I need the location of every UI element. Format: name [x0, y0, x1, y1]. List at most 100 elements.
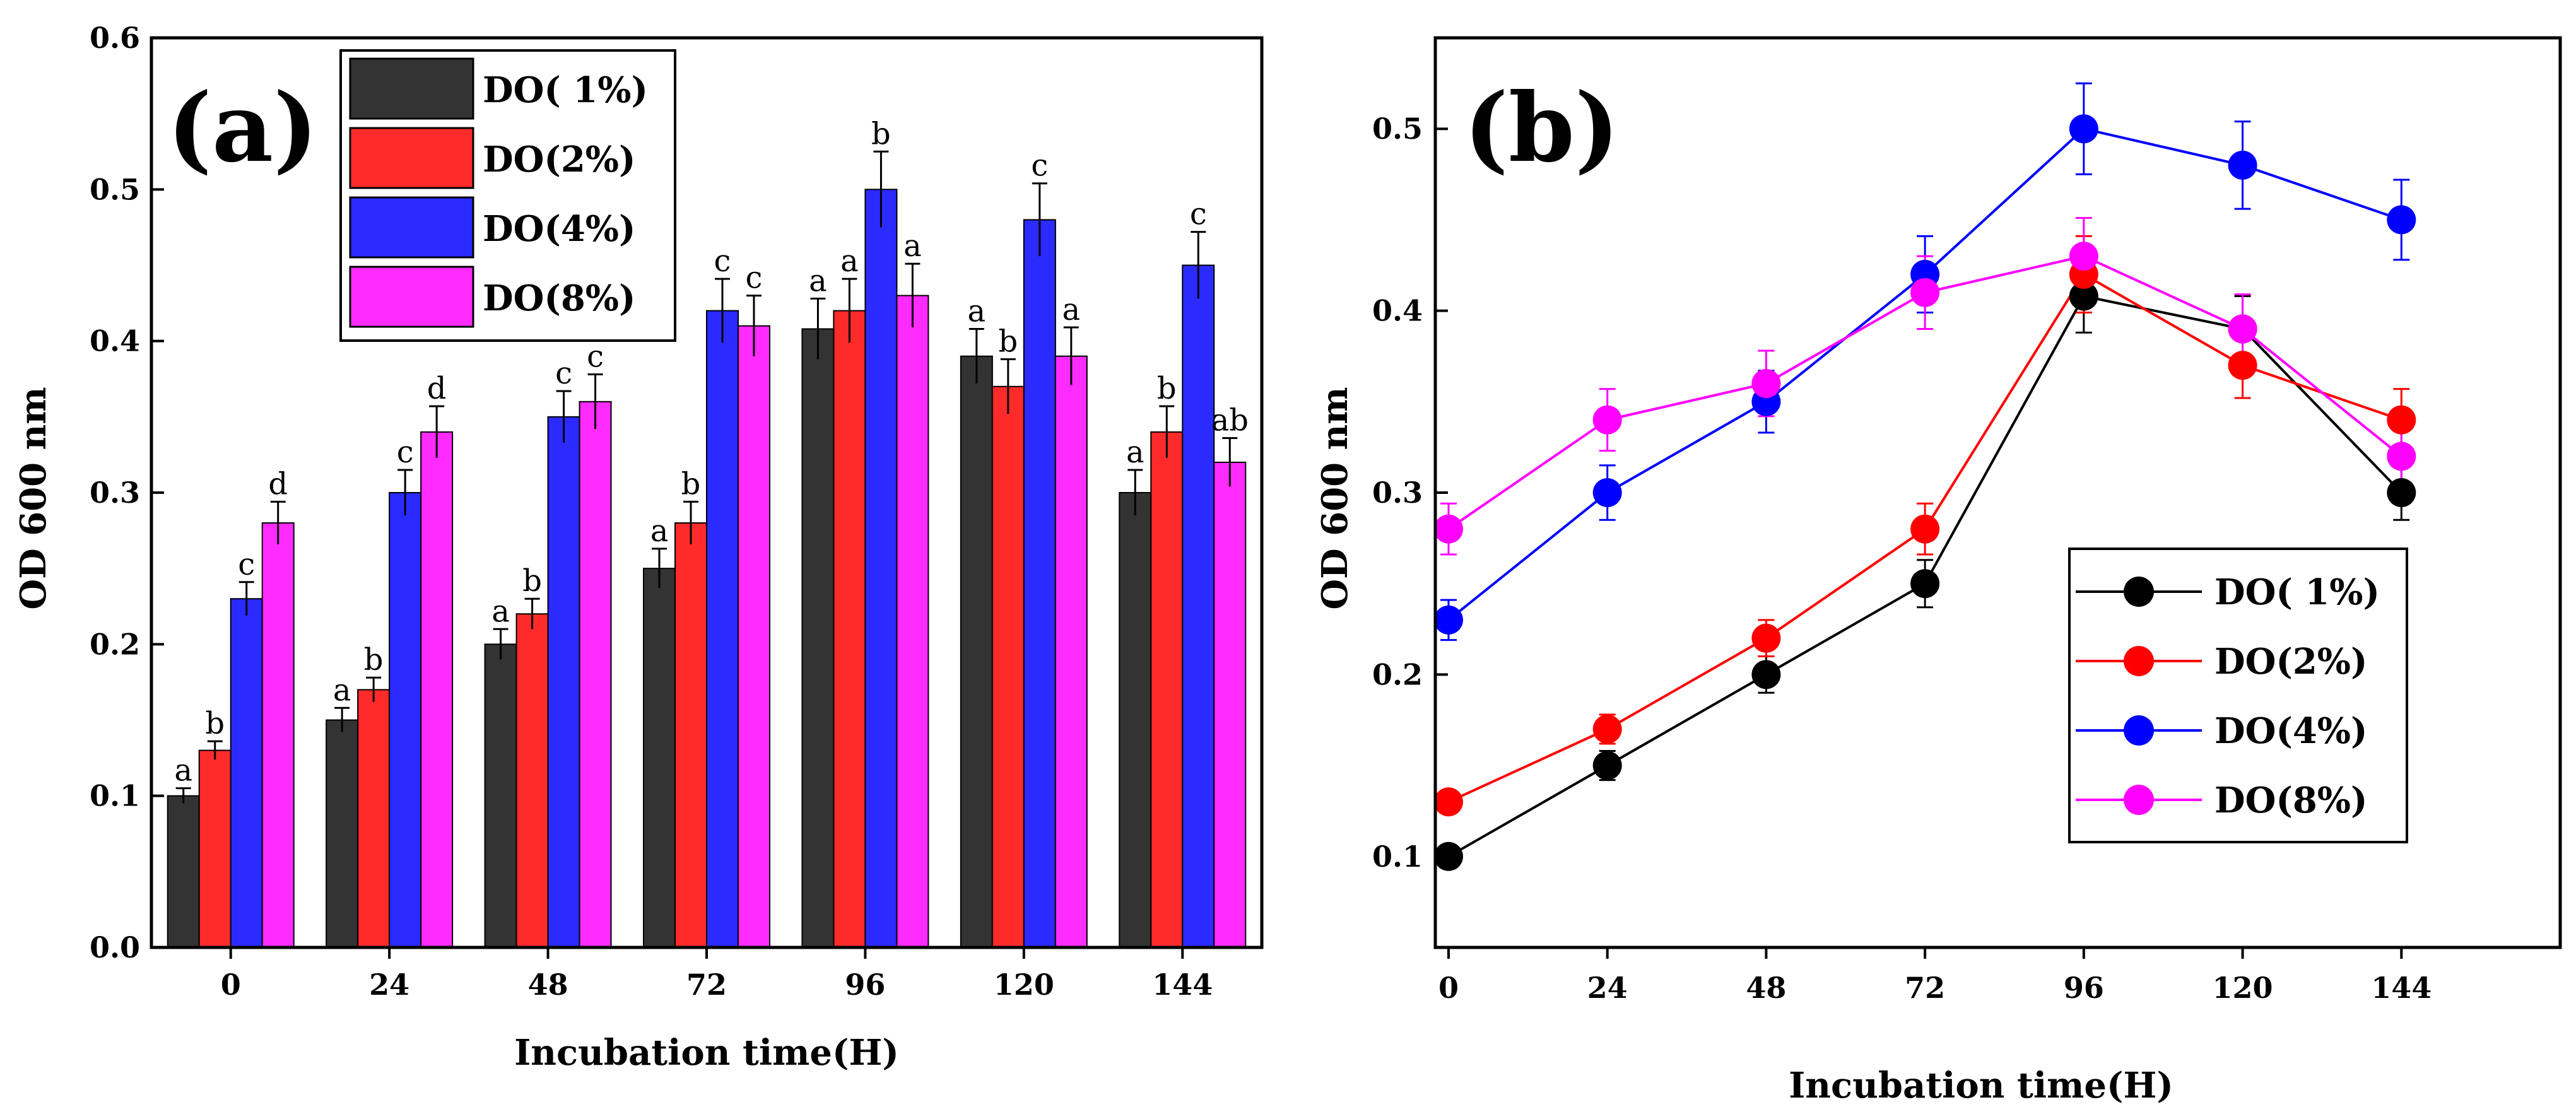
panel-b-legend: DO( 1%) DO(2%) DO(4%) DO(8%) — [2068, 548, 2408, 843]
y-tick-label: 0.5 — [1372, 112, 1423, 146]
significance-label: a — [1126, 435, 1144, 470]
significance-label: d — [427, 371, 447, 406]
significance-label: a — [1062, 292, 1081, 327]
panel-b: 0.1 0.2 0.3 0.4 0.5 0 24 48 72 96 120 144 (b) Incu… — [1314, 36, 2562, 1106]
significance-label: a — [903, 228, 922, 264]
bar-DO( 1%)-48 — [484, 643, 517, 948]
y-tick-label: 0.3 — [90, 476, 140, 510]
significance-label: b — [364, 642, 384, 677]
panel-a-error-bars — [175, 150, 1238, 804]
data-point-DO(8%)-0 — [1433, 514, 1463, 544]
panel-a-y-ticks: 0.0 0.1 0.2 0.3 0.4 0.5 0.6 — [90, 21, 164, 964]
bar-DO(4%)-120 — [1023, 219, 1056, 948]
significance-label: c — [587, 339, 604, 375]
x-tick-label: 96 — [2064, 971, 2104, 1005]
panel-b-y-ticks: 0.1 0.2 0.3 0.4 0.5 — [1372, 112, 1448, 874]
significance-label: c — [1031, 148, 1048, 184]
y-tick-label: 0.1 — [90, 779, 140, 813]
panel-a-x-axis-title: Incubation time(H) — [514, 1032, 899, 1074]
panel-a-legend: DO( 1%) DO(2%) DO(4%) DO(8%) — [339, 49, 676, 342]
significance-label: c — [555, 356, 572, 391]
significance-label: c — [1190, 197, 1207, 232]
y-tick-label: 0.2 — [90, 627, 140, 661]
data-point-DO(2%)-120 — [2228, 351, 2257, 380]
significance-label: a — [174, 753, 192, 788]
significance-label: c — [238, 547, 255, 582]
significance-label: b — [998, 324, 1018, 360]
panel-b-x-ticks: 0 24 48 72 96 120 144 — [1438, 947, 2432, 1005]
bar-DO(2%)-96 — [833, 310, 866, 949]
x-tick-label: 72 — [1905, 971, 1945, 1005]
significance-label: a — [650, 513, 669, 549]
data-point-DO( 1%)-72 — [1910, 569, 1940, 599]
data-point-DO( 1%)-48 — [1751, 660, 1781, 689]
legend-label-do-4: DO(4%) — [483, 208, 636, 250]
panel-a-label: (a) — [167, 73, 318, 184]
panel-a-y-axis-title: OD 600 nm — [13, 387, 54, 609]
bar-DO(2%)-24 — [357, 689, 391, 949]
data-point-DO( 1%)-144 — [2387, 478, 2416, 507]
significance-label: b — [522, 563, 542, 599]
legend-swatch-do-2 — [349, 127, 474, 189]
data-point-DO(2%)-24 — [1592, 714, 1622, 744]
data-point-DO(4%)-144 — [2387, 205, 2416, 235]
data-point-DO(8%)-120 — [2228, 314, 2257, 344]
y-tick-label: 0.3 — [1372, 476, 1423, 510]
significance-label: c — [714, 243, 731, 279]
legend-label-b-do-4: DO(4%) — [2214, 710, 2368, 752]
bar-DO( 1%)-24 — [326, 719, 359, 948]
bar-DO( 1%)-72 — [643, 568, 676, 948]
panel-a-bars — [167, 189, 1247, 949]
bar-DO(8%)-120 — [1054, 355, 1088, 948]
panel-b-label: (b) — [1464, 73, 1620, 184]
data-point-DO(8%)-144 — [2387, 442, 2416, 471]
legend-label-do-2: DO(2%) — [483, 139, 636, 180]
panel-b-y-axis-title: OD 600 nm — [1314, 387, 1356, 609]
x-tick-label: 144 — [1152, 968, 1213, 1002]
significance-label: b — [871, 116, 891, 151]
significance-label: a — [809, 263, 827, 298]
data-point-DO( 1%)-96 — [2069, 281, 2098, 311]
x-tick-label: 120 — [994, 968, 1054, 1002]
x-tick-label: 0 — [1438, 971, 1459, 1005]
bar-DO(8%)-144 — [1213, 461, 1247, 948]
x-tick-label: 48 — [528, 968, 568, 1002]
y-tick-label: 0.0 — [90, 930, 140, 964]
panel-b-x-axis-title: Incubation time(H) — [1789, 1065, 2173, 1106]
bar-DO(2%)-120 — [991, 385, 1025, 948]
significance-label: a — [840, 243, 859, 279]
legend-marker-do-4 — [2124, 715, 2154, 746]
bar-DO(8%)-24 — [420, 431, 454, 948]
bar-DO(8%)-96 — [896, 295, 929, 949]
data-point-DO(4%)-96 — [2069, 114, 2098, 144]
bar-DO(4%)-144 — [1182, 264, 1215, 948]
legend-label-b-do-1: DO( 1%) — [2214, 571, 2380, 613]
y-tick-label: 0.1 — [1372, 840, 1423, 874]
significance-label: b — [681, 466, 701, 501]
significance-label: d — [268, 466, 288, 501]
data-point-DO(2%)-72 — [1910, 514, 1940, 544]
bar-DO( 1%)-144 — [1119, 492, 1152, 948]
significance-label: a — [491, 594, 510, 629]
legend-marker-do-1 — [2124, 577, 2154, 607]
x-tick-label: 48 — [1746, 971, 1786, 1005]
bar-DO( 1%)-120 — [960, 355, 993, 948]
legend-swatch-do-8 — [349, 266, 474, 328]
significance-label: c — [397, 435, 414, 470]
data-point-DO(2%)-144 — [2387, 405, 2416, 435]
data-point-DO(8%)-72 — [1910, 278, 1940, 307]
data-point-DO(4%)-0 — [1433, 605, 1463, 635]
y-tick-label: 0.4 — [90, 324, 140, 358]
y-tick-label: 0.5 — [90, 172, 140, 206]
data-point-DO(2%)-48 — [1751, 623, 1781, 653]
bar-DO(8%)-0 — [261, 522, 295, 948]
significance-label: a — [333, 672, 351, 708]
legend-swatch-do-4 — [349, 196, 474, 259]
y-tick-label: 0.2 — [1372, 657, 1423, 691]
bar-DO(4%)-0 — [230, 598, 263, 948]
bar-DO( 1%)-0 — [167, 795, 200, 948]
